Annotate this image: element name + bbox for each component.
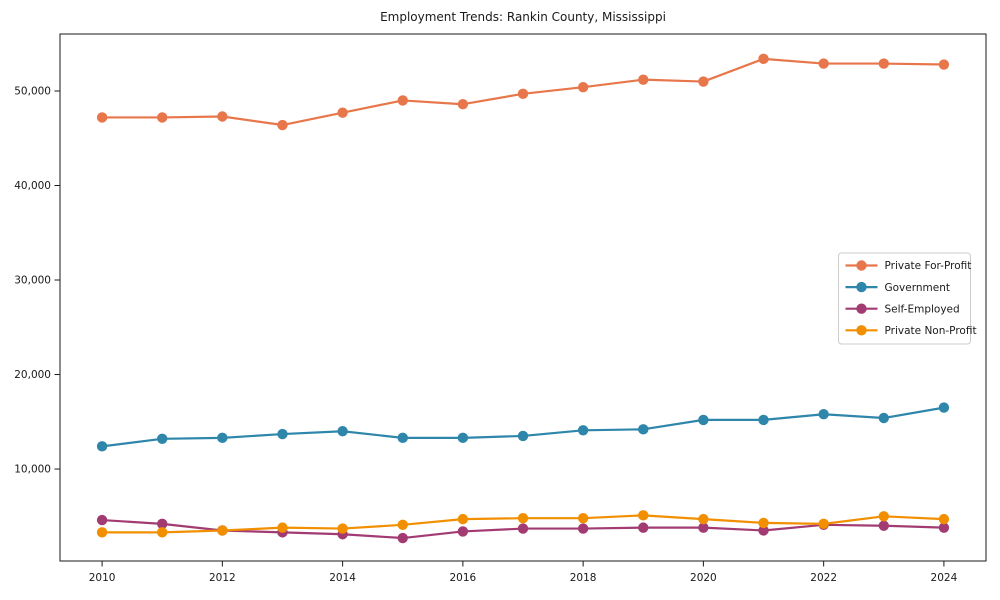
legend-label: Private Non-Profit bbox=[885, 325, 977, 337]
data-point-marker bbox=[758, 414, 769, 426]
series-government bbox=[96, 402, 950, 452]
data-point-marker bbox=[157, 433, 168, 444]
data-point-marker bbox=[938, 513, 950, 525]
data-point-marker bbox=[157, 527, 168, 538]
data-point-marker bbox=[157, 112, 168, 123]
legend-item: Private Non-Profit bbox=[845, 325, 977, 337]
legend-marker bbox=[856, 303, 867, 314]
data-point-marker bbox=[277, 119, 288, 131]
data-point-marker bbox=[96, 527, 108, 538]
data-point-marker bbox=[397, 519, 408, 531]
legend-label: Self-Employed bbox=[885, 303, 960, 315]
x-tick-label: 2012 bbox=[209, 572, 236, 584]
data-point-marker bbox=[577, 425, 589, 436]
data-point-marker bbox=[217, 525, 228, 536]
data-point-marker bbox=[517, 88, 529, 100]
legend-marker bbox=[856, 281, 867, 293]
data-point-marker bbox=[157, 518, 168, 530]
data-point-marker bbox=[337, 426, 348, 437]
data-point-marker bbox=[878, 520, 889, 531]
x-tick-label: 2020 bbox=[690, 572, 717, 584]
data-point-marker bbox=[96, 112, 108, 123]
data-point-marker bbox=[577, 512, 589, 524]
data-point-marker bbox=[577, 82, 589, 93]
y-tick-label: 40,000 bbox=[14, 180, 51, 192]
legend: Private For-Profit Government Self-Employe… bbox=[838, 252, 977, 345]
data-point-marker bbox=[698, 76, 709, 87]
series-private-non-profit bbox=[96, 510, 950, 538]
data-point-marker bbox=[698, 513, 709, 525]
data-point-marker bbox=[217, 432, 228, 444]
data-point-marker bbox=[397, 95, 408, 106]
data-point-marker bbox=[938, 59, 950, 70]
data-point-marker bbox=[577, 523, 589, 534]
data-point-marker bbox=[397, 432, 408, 444]
data-point-marker bbox=[517, 512, 529, 524]
series-private-for-profit bbox=[96, 53, 950, 131]
x-tick-label: 2018 bbox=[570, 572, 597, 584]
data-point-marker bbox=[517, 430, 529, 442]
x-tick-label: 2022 bbox=[810, 572, 837, 584]
data-point-marker bbox=[217, 111, 228, 122]
data-point-marker bbox=[878, 412, 889, 424]
data-point-marker bbox=[517, 523, 529, 534]
legend-item: Government bbox=[845, 281, 950, 294]
data-point-marker bbox=[818, 409, 829, 420]
x-tick-label: 2010 bbox=[89, 572, 116, 584]
chart-title: Employment Trends: Rankin County, Missis… bbox=[380, 10, 666, 24]
data-point-marker bbox=[277, 428, 288, 440]
legend-marker bbox=[856, 260, 867, 271]
data-point-marker bbox=[638, 74, 649, 85]
data-point-marker bbox=[96, 441, 108, 452]
data-point-marker bbox=[337, 523, 348, 534]
legend-item: Self-Employed bbox=[845, 303, 960, 315]
data-point-marker bbox=[397, 532, 408, 544]
data-point-marker bbox=[96, 514, 108, 526]
data-point-marker bbox=[457, 513, 469, 525]
y-tick-label: 20,000 bbox=[14, 369, 51, 381]
legend-box bbox=[838, 252, 971, 345]
data-point-marker bbox=[698, 522, 709, 533]
y-tick-label: 50,000 bbox=[14, 86, 51, 98]
legend-label: Government bbox=[885, 282, 950, 294]
data-point-marker bbox=[277, 522, 288, 533]
data-point-marker bbox=[878, 58, 889, 69]
data-point-marker bbox=[457, 526, 469, 537]
data-point-marker bbox=[818, 518, 829, 530]
data-point-marker bbox=[758, 517, 769, 529]
legend-label: Private For-Profit bbox=[885, 260, 972, 272]
x-tick-label: 2014 bbox=[329, 572, 356, 584]
data-point-marker bbox=[337, 107, 348, 118]
data-point-marker bbox=[938, 402, 950, 413]
data-point-marker bbox=[457, 99, 469, 110]
data-point-marker bbox=[938, 522, 950, 533]
plot-border bbox=[59, 33, 987, 562]
data-point-marker bbox=[878, 511, 889, 522]
y-tick-label: 10,000 bbox=[14, 464, 51, 476]
data-point-marker bbox=[818, 58, 829, 69]
data-point-marker bbox=[457, 432, 469, 444]
x-tick-label: 2016 bbox=[450, 572, 477, 584]
data-point-marker bbox=[638, 522, 649, 533]
y-tick-label: 30,000 bbox=[14, 275, 51, 287]
legend-item: Private For-Profit bbox=[845, 260, 972, 272]
data-point-marker bbox=[758, 53, 769, 65]
data-point-marker bbox=[698, 414, 709, 426]
legend-marker bbox=[856, 325, 867, 336]
x-tick-label: 2024 bbox=[931, 572, 958, 584]
data-point-marker bbox=[638, 510, 649, 521]
data-point-marker bbox=[758, 525, 769, 536]
data-point-marker bbox=[638, 424, 649, 435]
